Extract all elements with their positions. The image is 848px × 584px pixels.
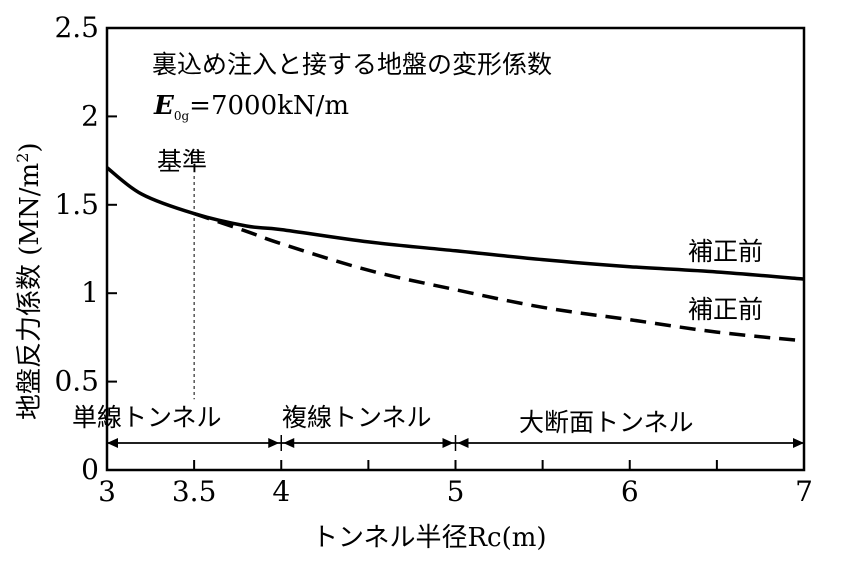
range-arrowhead xyxy=(457,438,469,448)
range-arrowhead xyxy=(793,438,804,448)
range-arrows xyxy=(107,435,804,451)
range-label-single: 単線トンネル xyxy=(72,403,222,432)
series-layer xyxy=(105,166,805,400)
axis-ticks: 0 0.5 1 1.5 2 2.5 3 3.5 4 5 6 7 xyxy=(54,11,812,508)
y-axis-label: 地盤反力係数 (MN/m2) xyxy=(13,142,45,420)
x-tick-label: 3.5 xyxy=(172,475,217,508)
range-arrowhead xyxy=(107,438,118,448)
x-tick-label: 5 xyxy=(447,475,465,508)
y-tick-label: 1.5 xyxy=(54,188,99,221)
x-tick-label: 7 xyxy=(795,475,813,508)
y-tick-label: 2.5 xyxy=(54,11,99,44)
range-label-double: 複線トンネル xyxy=(282,403,432,432)
range-arrowhead xyxy=(283,438,295,448)
subtitle-subscript: 0g xyxy=(174,109,190,123)
y-axis-label-close: ) xyxy=(15,142,45,152)
reference-label: 基準 xyxy=(157,147,207,176)
x-tick-label: 4 xyxy=(272,475,290,508)
subtitle-rest: =7000kN/m xyxy=(189,91,349,121)
x-tick-label: 3 xyxy=(98,475,116,508)
range-arrowhead xyxy=(442,438,454,448)
y-tick-label: 1 xyxy=(81,276,99,309)
y-tick-label: 0 xyxy=(81,453,99,486)
series-line-solid xyxy=(105,166,805,281)
range-label-large: 大断面トンネル xyxy=(519,408,694,437)
chart-title: 裏込め注入と接する地盤の変形係数 xyxy=(152,50,552,79)
x-tick-label: 6 xyxy=(621,475,639,508)
legend-dashed-label: 補正前 xyxy=(688,295,763,324)
y-axis-label-sup: 2 xyxy=(13,153,32,163)
range-arrowhead xyxy=(268,438,280,448)
y-tick-label: 2 xyxy=(81,99,99,132)
y-axis-label-main: 地盤反力係数 (MN/m xyxy=(15,163,45,420)
chart-subtitle: E0g=7000kN/m xyxy=(153,91,349,123)
subtitle-symbol: E xyxy=(153,91,175,121)
legend-solid-label: 補正前 xyxy=(688,237,763,266)
y-tick-label: 0.5 xyxy=(54,365,99,398)
series-line-dashed xyxy=(193,211,805,343)
x-axis-label: トンネル半径Rc(m) xyxy=(312,523,547,553)
